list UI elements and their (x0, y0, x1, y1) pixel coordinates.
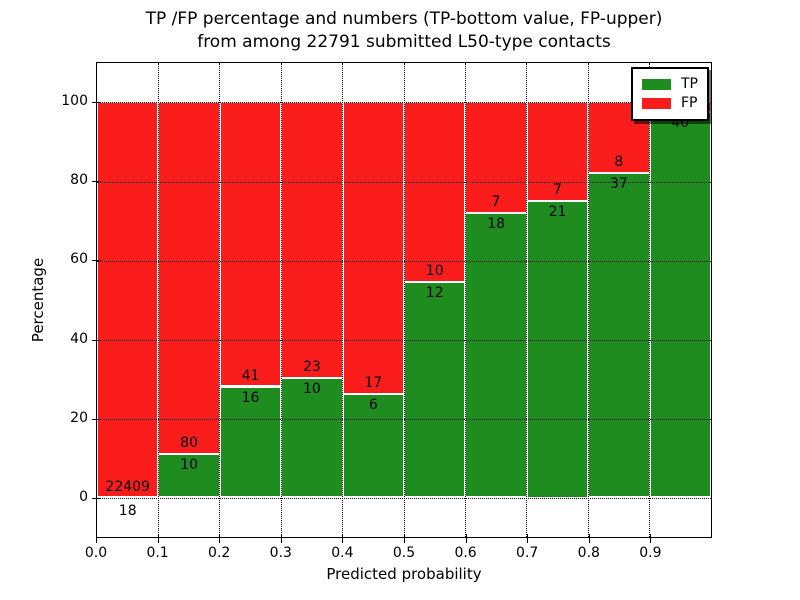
bar-segment-tp (342, 394, 404, 498)
fp-legend-swatch-icon (642, 98, 671, 109)
x-axis-label: Predicted probability (326, 565, 482, 583)
y-tick-mark (92, 101, 101, 103)
x-tick-label: 0.4 (331, 545, 354, 561)
x-tick-mark (588, 534, 590, 543)
legend-entry-fp: FP (642, 96, 698, 111)
fp-count-label: 8 (614, 153, 624, 170)
bar-segment-tp (465, 213, 527, 498)
x-tick-label: 0.1 (146, 545, 169, 561)
bar-segment-tp (281, 377, 343, 498)
bar-segment-tp (526, 201, 589, 498)
x-tick-label: 0.3 (269, 545, 292, 561)
bar-segment-fp (158, 102, 220, 454)
x-tick-mark (650, 534, 652, 543)
gridline-vertical (403, 63, 405, 537)
y-tick-mark (92, 260, 101, 262)
x-tick-label: 0.6 (454, 545, 477, 561)
tp-count-label: 16 (241, 389, 260, 406)
x-tick-mark (219, 534, 221, 543)
gridline-vertical (342, 63, 344, 537)
legend-entry-tp: TP (642, 77, 698, 92)
bar-segment-tp (219, 386, 282, 498)
bar-segment-fp (404, 102, 466, 283)
gridline-vertical (219, 63, 221, 537)
x-tick-mark (527, 534, 529, 543)
bar-segment-tp (404, 282, 466, 498)
bar-segment-fp (97, 102, 159, 498)
x-tick-mark (342, 534, 344, 543)
gridline-vertical (587, 63, 589, 537)
fp-count-label: 41 (241, 367, 260, 384)
y-tick-mark (92, 181, 101, 182)
bar-segment-fp (342, 102, 404, 395)
chart-title-line2: from among 22791 submitted L50-type cont… (197, 32, 611, 52)
fp-count-label: 23 (302, 358, 321, 375)
tp-count-label: 6 (368, 397, 378, 414)
tp-count-label: 18 (487, 216, 505, 233)
bar-segment-fp (465, 102, 527, 214)
tp-count-label: 10 (302, 380, 321, 397)
x-tick-mark (465, 534, 467, 543)
fp-count-label: 10 (425, 263, 444, 280)
y-tick-label: 40 (70, 330, 88, 347)
y-tick-label: 0 (79, 489, 88, 506)
gridline-vertical (157, 63, 159, 537)
fp-count-label: 80 (180, 434, 198, 451)
x-tick-mark (157, 534, 159, 543)
y-tick-mark (92, 339, 101, 341)
fp-count-label: 7 (491, 194, 501, 211)
tp-legend-swatch-icon (642, 79, 671, 90)
bar-segment-fp (281, 102, 343, 378)
y-tick-label: 100 (61, 92, 88, 109)
y-tick-mark (92, 419, 101, 420)
x-tick-mark (280, 534, 282, 543)
tp-count-label: 18 (118, 503, 137, 520)
gridline-horizontal (97, 418, 711, 420)
plot-area: TP FP 22409 18 80 10 41 16 23 10 17 6 10 12 7 18 7 21 8 3… (96, 62, 712, 538)
chart-title: TP /FP percentage and numbers (TP-bottom… (96, 8, 712, 54)
bar-segment-fp (219, 102, 282, 387)
gridline-horizontal (97, 181, 711, 183)
x-tick-mark (404, 534, 405, 543)
x-tick-mark (96, 534, 97, 543)
gridline-vertical (464, 63, 466, 537)
bar-segment-fp (526, 102, 589, 202)
legend-label-fp: FP (681, 95, 698, 111)
tp-count-label: 21 (548, 204, 567, 221)
x-tick-label: 0.8 (577, 545, 600, 561)
fp-count-label: 22409 (105, 478, 150, 495)
legend: TP FP (631, 67, 709, 121)
bar-segment-tp (649, 111, 711, 498)
fp-count-label: 7 (553, 182, 562, 199)
y-tick-label: 60 (70, 251, 88, 268)
x-tick-label: 0.0 (84, 545, 108, 561)
tp-count-label: 12 (425, 285, 444, 302)
y-tick-mark (92, 498, 101, 500)
fp-count-label: 17 (364, 375, 383, 392)
gridline-horizontal (97, 260, 711, 262)
gridline-horizontal (97, 497, 711, 499)
tp-count-label: 10 (180, 456, 198, 473)
x-tick-label: 0.5 (392, 545, 416, 561)
gridline-vertical (649, 63, 651, 537)
x-tick-label: 0.2 (208, 545, 231, 561)
tp-count-label: 37 (609, 175, 628, 192)
bar-segment-tp (588, 172, 650, 498)
gridline-vertical (280, 63, 282, 537)
y-tick-label: 20 (70, 410, 88, 426)
y-axis-label: Percentage (29, 257, 47, 343)
legend-label-tp: TP (681, 76, 698, 92)
x-tick-label: 0.7 (516, 545, 539, 561)
gridline-horizontal (97, 339, 711, 341)
gridline-vertical (526, 63, 528, 537)
y-tick-label: 80 (70, 172, 88, 188)
chart-title-line1: TP /FP percentage and numbers (TP-bottom… (145, 9, 663, 29)
x-tick-label: 0.9 (639, 545, 662, 561)
gridline-horizontal (97, 102, 711, 104)
bar-segment-tp (158, 453, 220, 498)
